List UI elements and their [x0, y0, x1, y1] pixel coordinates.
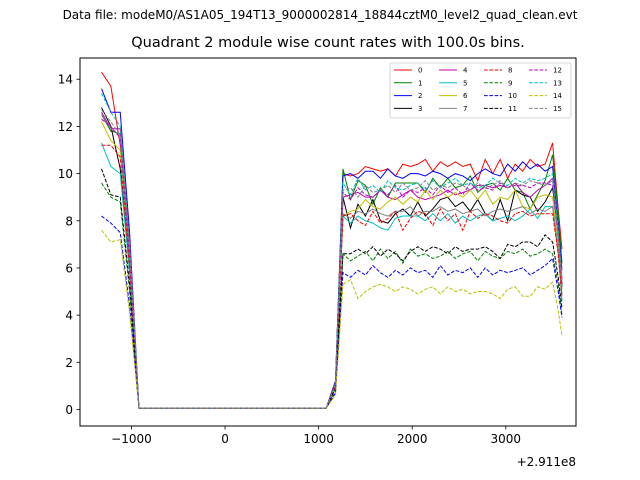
- legend-item-2: 2: [394, 92, 422, 100]
- series-line-0: [101, 71, 563, 409]
- legend-item-10: 10: [484, 92, 517, 100]
- legend-label: 5: [463, 79, 467, 87]
- legend-item-12: 12: [529, 67, 562, 75]
- figure-suptitle: Data file: modeM0/AS1A05_194T13_90000028…: [62, 8, 578, 22]
- y-tick-label: 10: [58, 167, 73, 181]
- legend-item-6: 6: [439, 92, 468, 100]
- y-tick-label: 0: [65, 403, 73, 417]
- series-line-13: [101, 93, 563, 409]
- legend-item-3: 3: [394, 105, 422, 113]
- legend-item-15: 15: [529, 105, 562, 113]
- series-line-15: [101, 109, 563, 409]
- plot-frame: [79, 57, 577, 427]
- y-tick-label: 8: [65, 214, 73, 228]
- legend-item-4: 4: [439, 67, 468, 75]
- legend-item-13: 13: [529, 79, 562, 87]
- series-line-8: [101, 144, 563, 409]
- x-tick-label: 1000: [303, 432, 334, 446]
- legend-item-14: 14: [529, 92, 562, 100]
- x-tick-label: 3000: [491, 432, 522, 446]
- legend-item-11: 11: [484, 105, 517, 113]
- x-tick-label: 0: [221, 432, 229, 446]
- y-axis: 0 2 4 6 8 10 12 14: [58, 73, 80, 417]
- x-axis: −1000 0 1000 2000 3000: [111, 426, 521, 446]
- y-tick-label: 12: [58, 120, 73, 134]
- legend-label: 4: [463, 67, 468, 75]
- chart-title: Quadrant 2 module wise count rates with …: [131, 35, 525, 51]
- series-line-1: [101, 114, 563, 409]
- series-line-9: [101, 182, 563, 409]
- y-tick-label: 2: [65, 356, 73, 370]
- y-tick-label: 14: [58, 73, 73, 87]
- legend-label: 10: [508, 92, 517, 100]
- legend-frame: [389, 62, 572, 119]
- legend-label: 9: [508, 79, 512, 87]
- series-line-4: [101, 112, 563, 409]
- legend-label: 2: [418, 92, 422, 100]
- legend-item-8: 8: [484, 67, 512, 75]
- legend-label: 1: [418, 79, 422, 87]
- series-line-7: [101, 114, 563, 409]
- legend-label: 8: [508, 67, 512, 75]
- x-axis-offset-text: +2.911e8: [517, 455, 576, 469]
- series-line-2: [101, 88, 563, 409]
- legend-item-1: 1: [394, 79, 422, 87]
- legend-label: 13: [553, 79, 562, 87]
- x-tick-label: −1000: [111, 432, 152, 446]
- legend-item-7: 7: [439, 105, 467, 113]
- legend-label: 7: [463, 105, 467, 113]
- series-layer: [101, 71, 563, 409]
- legend-label: 12: [553, 67, 562, 75]
- series-line-14: [101, 229, 563, 409]
- series-line-11: [101, 168, 563, 409]
- legend-label: 3: [418, 105, 422, 113]
- legend-label: 11: [508, 105, 517, 113]
- y-tick-label: 6: [65, 261, 73, 275]
- legend-label: 0: [418, 67, 422, 75]
- series-line-12: [101, 118, 563, 409]
- series-line-6: [101, 121, 563, 409]
- legend-label: 14: [553, 92, 562, 100]
- legend-label: 15: [553, 105, 562, 113]
- series-line-3: [101, 107, 563, 409]
- legend-label: 6: [463, 92, 468, 100]
- legend-item-5: 5: [439, 79, 467, 87]
- series-line-10: [101, 215, 563, 409]
- legend-item-0: 0: [394, 67, 422, 75]
- legend-item-9: 9: [484, 79, 512, 87]
- y-tick-label: 4: [65, 309, 73, 323]
- x-tick-label: 2000: [397, 432, 428, 446]
